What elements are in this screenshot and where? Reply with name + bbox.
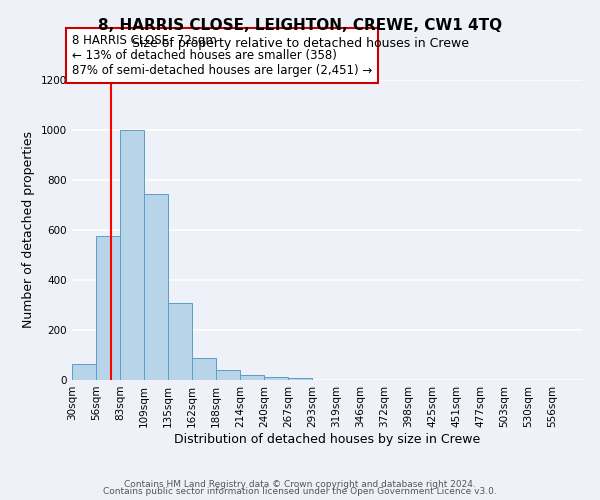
Bar: [168, 302, 192, 380]
Bar: [144, 194, 168, 380]
Bar: [216, 370, 240, 380]
Bar: [120, 130, 144, 380]
X-axis label: Distribution of detached houses by size in Crewe: Distribution of detached houses by size …: [174, 432, 480, 446]
Text: 8, HARRIS CLOSE, LEIGHTON, CREWE, CW1 4TQ: 8, HARRIS CLOSE, LEIGHTON, CREWE, CW1 4T…: [98, 18, 502, 32]
Bar: [240, 374, 264, 380]
Text: Contains public sector information licensed under the Open Government Licence v3: Contains public sector information licen…: [103, 487, 497, 496]
Text: 8 HARRIS CLOSE: 72sqm
← 13% of detached houses are smaller (358)
87% of semi-det: 8 HARRIS CLOSE: 72sqm ← 13% of detached …: [72, 34, 372, 77]
Bar: [96, 236, 120, 380]
Bar: [264, 377, 288, 380]
Bar: [192, 358, 216, 380]
Text: Contains HM Land Registry data © Crown copyright and database right 2024.: Contains HM Land Registry data © Crown c…: [124, 480, 476, 489]
Bar: [72, 364, 96, 380]
Bar: [288, 378, 312, 380]
Text: Size of property relative to detached houses in Crewe: Size of property relative to detached ho…: [131, 38, 469, 51]
Y-axis label: Number of detached properties: Number of detached properties: [22, 132, 35, 328]
